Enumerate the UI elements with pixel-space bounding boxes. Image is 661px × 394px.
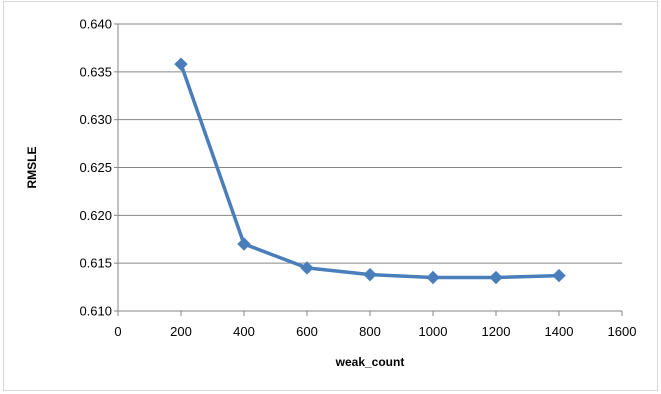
axes (114, 23, 623, 316)
y-tick-label: 0.630 (79, 112, 112, 127)
y-tick-label: 0.615 (79, 256, 112, 271)
data-point-marker (174, 57, 188, 71)
x-tick-label: 1600 (608, 324, 637, 339)
data-point-marker (552, 268, 566, 283)
y-axis-title: RMSLE (25, 147, 39, 189)
data-point-marker (426, 270, 440, 285)
gridlines (118, 23, 622, 264)
x-tick-label: 1400 (545, 324, 574, 339)
x-tick-label: 0 (114, 324, 121, 339)
x-tick-label: 800 (359, 324, 381, 339)
series (174, 57, 566, 285)
data-point-marker (489, 270, 503, 285)
y-tick-label: 0.640 (79, 17, 112, 32)
x-tick-label: 200 (170, 324, 192, 339)
y-tick-label: 0.625 (79, 160, 112, 175)
x-tick-label: 400 (233, 324, 255, 339)
chart-frame (3, 1, 658, 391)
series-line (179, 62, 561, 280)
tick-labels: 0.610 0.615 0.620 0.625 0.630 0.635 0.640 0 200 4… (79, 17, 636, 340)
x-axis-title: weak_count (335, 355, 405, 369)
x-tick-label: 1000 (419, 324, 448, 339)
data-point-marker (237, 237, 251, 251)
x-tick-label: 600 (296, 324, 318, 339)
y-tick-label: 0.635 (79, 64, 112, 79)
y-tick-label: 0.610 (79, 304, 112, 319)
x-tick-label: 1200 (482, 324, 511, 339)
y-tick-label: 0.620 (79, 208, 112, 223)
data-point-marker (300, 261, 314, 275)
data-point-marker (363, 267, 377, 282)
